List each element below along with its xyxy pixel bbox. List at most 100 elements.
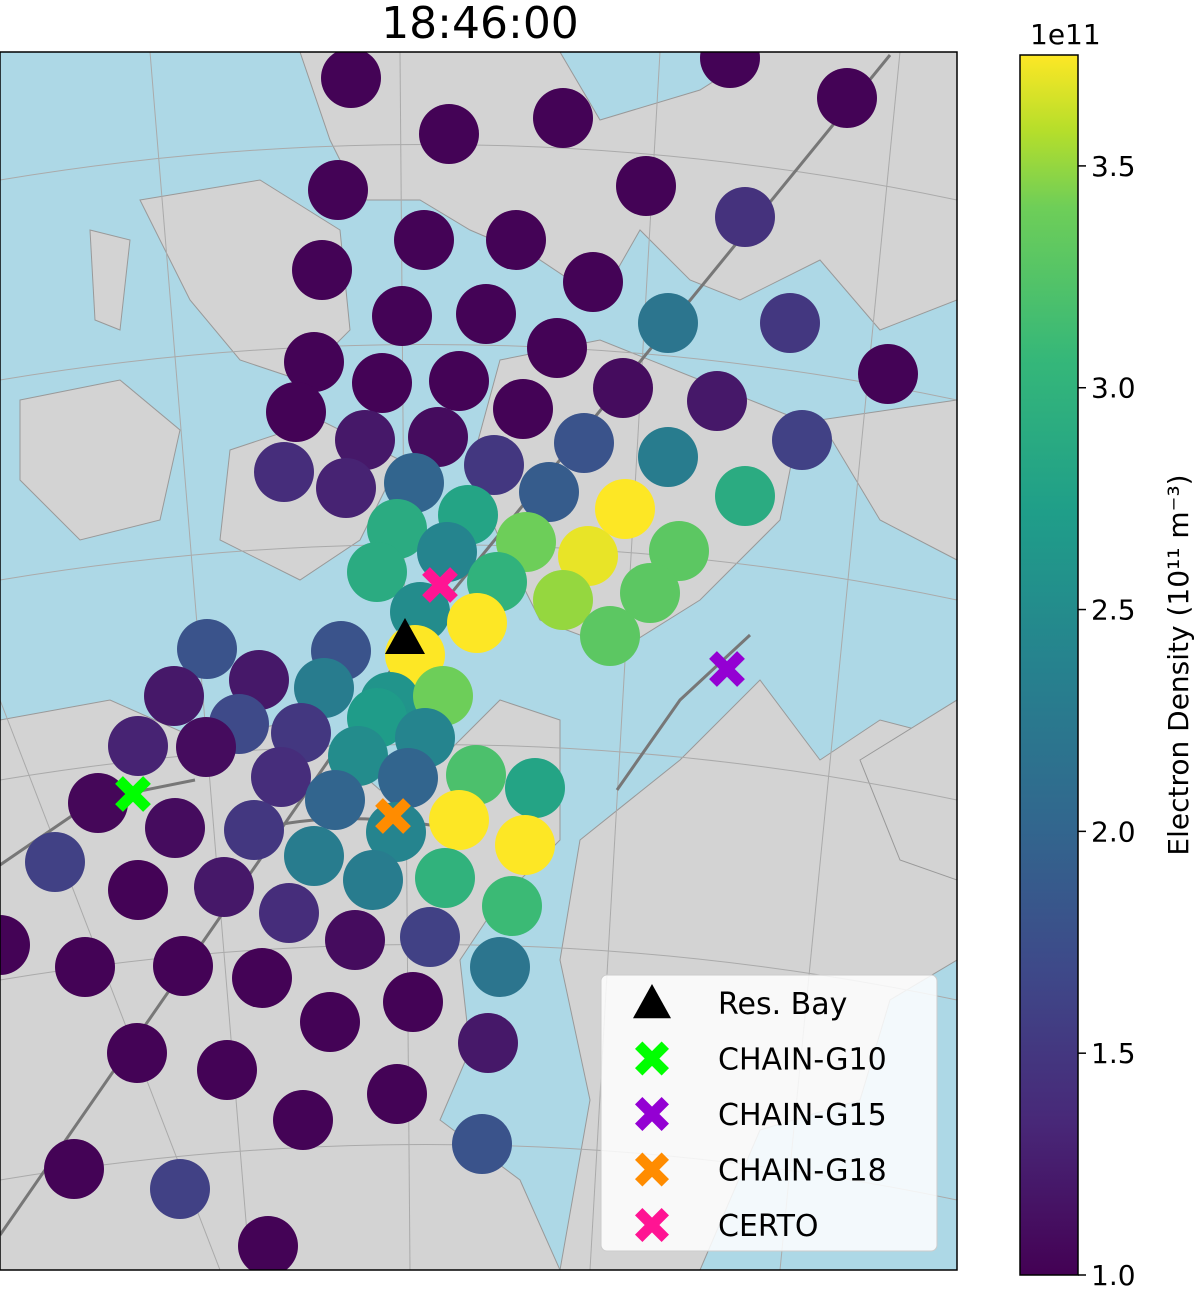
- density-point: [347, 542, 407, 602]
- density-point: [408, 407, 468, 467]
- colorbar-tick-label: 3.0: [1091, 372, 1136, 405]
- colorbar-label: Electron Density (10¹¹ m⁻³): [1162, 474, 1195, 855]
- density-point: [558, 526, 618, 586]
- density-point: [429, 790, 489, 850]
- density-point: [446, 745, 506, 805]
- density-point: [259, 883, 319, 943]
- station-marker: [115, 776, 151, 812]
- density-point: [486, 210, 546, 270]
- density-point: [533, 570, 593, 630]
- density-point: [452, 1114, 512, 1174]
- density-point: [638, 293, 698, 353]
- density-point: [772, 410, 832, 470]
- density-point: [150, 1159, 210, 1219]
- density-point: [394, 210, 454, 270]
- density-point: [68, 773, 128, 833]
- density-point: [378, 748, 438, 808]
- station-marker: [635, 1097, 669, 1131]
- density-point: [620, 563, 680, 623]
- legend-entries: Res. Bay CHAIN-G10 CHAIN-G15 CHAIN-G18 CERTO: [633, 984, 887, 1244]
- density-point: [238, 1216, 298, 1270]
- density-point: [638, 427, 698, 487]
- density-point: [144, 666, 204, 726]
- station-marker: [385, 618, 425, 654]
- density-point: [493, 379, 553, 439]
- density-point: [194, 857, 254, 917]
- density-point: [197, 1040, 257, 1100]
- station-marker: [422, 567, 458, 603]
- density-point: [505, 758, 565, 818]
- density-point: [305, 770, 365, 830]
- colorbar-tick-label: 2.5: [1091, 594, 1136, 627]
- density-point: [366, 802, 426, 862]
- density-point: [266, 382, 326, 442]
- density-point: [292, 240, 352, 300]
- legend-label: CHAIN-G10: [718, 1043, 887, 1078]
- density-point: [232, 948, 292, 1008]
- density-point: [321, 52, 381, 108]
- density-point: [687, 371, 747, 431]
- density-point: [55, 937, 115, 997]
- colorbar-tick-label: 1.5: [1091, 1037, 1136, 1070]
- density-point: [176, 717, 236, 777]
- density-point: [563, 252, 623, 312]
- density-point: [464, 435, 524, 495]
- legend-label: CERTO: [718, 1209, 819, 1244]
- legend-label: CHAIN-G15: [718, 1098, 887, 1133]
- density-point: [595, 479, 655, 539]
- density-point: [335, 410, 395, 470]
- stations: [115, 567, 745, 834]
- density-point: [308, 160, 368, 220]
- density-point: [284, 332, 344, 392]
- density-point: [715, 187, 775, 247]
- density-point: [343, 850, 403, 910]
- colorbar: [1019, 54, 1079, 1276]
- density-point: [858, 344, 918, 404]
- density-point: [383, 972, 443, 1032]
- density-point: [325, 910, 385, 970]
- colorbar-tick-label: 2.0: [1091, 815, 1136, 848]
- density-point: [44, 1139, 104, 1199]
- density-point: [429, 351, 489, 411]
- density-point: [177, 619, 237, 679]
- density-point: [0, 915, 30, 975]
- density-point: [649, 521, 709, 581]
- density-point: [384, 453, 444, 513]
- colorbar-ticks: 1.0 1.5 2.0 2.5 3.0 3.5: [1078, 150, 1136, 1292]
- density-point: [107, 1023, 167, 1083]
- density-point: [700, 52, 760, 88]
- density-point: [328, 726, 388, 786]
- station-marker: [709, 651, 745, 687]
- density-point: [533, 88, 593, 148]
- density-point: [153, 936, 213, 996]
- title: 18:46:00: [381, 0, 579, 49]
- density-point: [554, 413, 614, 473]
- colorbar-offset: 1e11: [1030, 18, 1101, 51]
- density-point: [284, 826, 344, 886]
- density-point: [527, 318, 587, 378]
- density-point: [519, 462, 579, 522]
- density-point: [352, 353, 412, 413]
- density-points: [0, 52, 918, 1270]
- density-point: [273, 1090, 333, 1150]
- density-point: [580, 606, 640, 666]
- station-marker: [635, 1152, 669, 1187]
- station-marker: [635, 1208, 669, 1242]
- density-point: [616, 156, 676, 216]
- density-point: [593, 358, 653, 418]
- density-point: [760, 293, 820, 353]
- density-point: [447, 593, 507, 653]
- density-point: [108, 716, 168, 776]
- density-point: [300, 992, 360, 1052]
- density-point: [108, 860, 168, 920]
- density-point: [316, 458, 376, 518]
- legend-label: Res. Bay: [718, 987, 847, 1022]
- station-marker: [633, 984, 671, 1019]
- station-marker: [635, 1041, 669, 1076]
- colorbar-tick-label: 1.0: [1091, 1259, 1136, 1292]
- density-point: [400, 907, 460, 967]
- map: Res. Bay CHAIN-G10 CHAIN-G15 CHAIN-G18 CERTO: [0, 52, 957, 1270]
- density-point: [254, 442, 314, 502]
- density-point: [367, 1064, 427, 1124]
- density-point: [817, 68, 877, 128]
